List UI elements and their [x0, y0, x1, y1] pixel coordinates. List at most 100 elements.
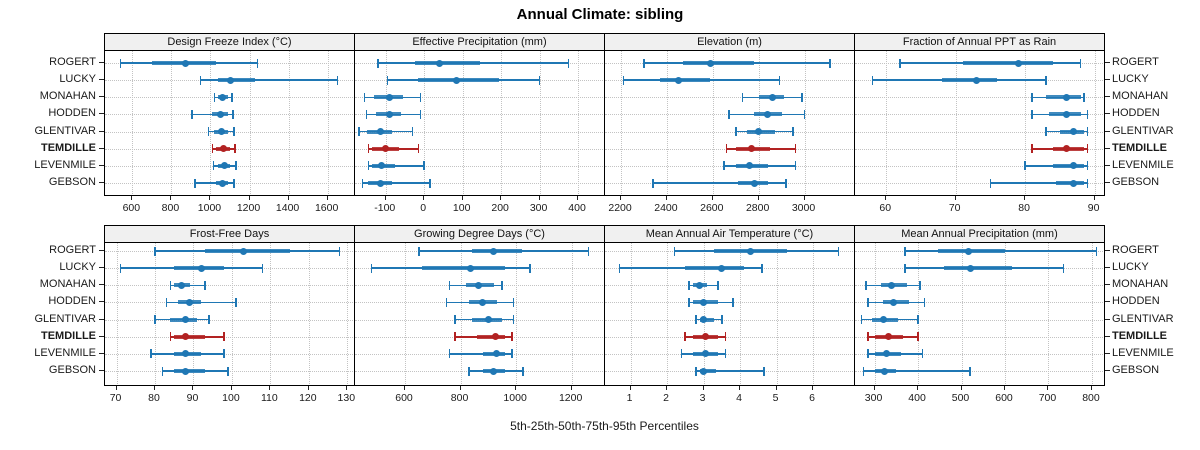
site-label-left: ROGERT — [49, 56, 96, 68]
whisker-cap — [865, 280, 867, 290]
x-tick — [423, 196, 425, 200]
grid-line-v — [460, 243, 462, 385]
whisker-cap — [154, 246, 156, 256]
x-tick — [1047, 386, 1049, 390]
whisker-cap — [587, 246, 590, 256]
whisker-cap — [233, 127, 235, 137]
whisker-cap — [917, 332, 919, 342]
x-tick-label: 400 — [908, 392, 926, 404]
whisker-line — [368, 165, 425, 167]
x-tick-label: 3 — [699, 392, 706, 404]
y-tick — [1105, 164, 1110, 166]
whisker-cap — [695, 315, 698, 325]
grid-line-h — [355, 183, 604, 185]
x-tick-label: 90 — [186, 392, 199, 404]
site-label-left: GEBSON — [48, 364, 96, 377]
whisker-cap — [801, 92, 804, 102]
whisker-line — [449, 353, 512, 355]
grid-line-v — [308, 243, 310, 385]
median-dot — [181, 59, 189, 67]
iqr-band — [477, 334, 505, 339]
median-dot — [748, 145, 756, 153]
grid-line-h — [105, 353, 354, 355]
grid-line-v — [712, 51, 714, 195]
median-dot — [1063, 110, 1071, 118]
iqr-band — [1052, 163, 1085, 168]
x-tick — [1024, 196, 1026, 200]
x-tick — [665, 196, 667, 200]
x-tick-label: 2 — [663, 392, 669, 404]
whisker-cap — [867, 349, 869, 359]
iqr-band — [699, 317, 715, 322]
whisker-cap — [741, 92, 744, 102]
median-dot — [466, 264, 474, 272]
site-label-left: LEVENMILE — [34, 158, 96, 171]
y-tick — [99, 335, 104, 337]
iqr-band — [414, 61, 480, 65]
iqr-band — [174, 369, 205, 374]
whisker-cap — [1045, 75, 1047, 85]
whisker-cap — [867, 297, 869, 307]
panel-plot — [354, 50, 605, 196]
whisker-cap — [468, 366, 470, 376]
x-tick — [346, 386, 348, 390]
x-tick-label: 90 — [1087, 202, 1100, 214]
axis-caption: 5th-25th-50th-75th-95th Percentiles — [510, 419, 699, 433]
median-dot — [966, 264, 974, 272]
x-tick-label: 4 — [736, 392, 742, 404]
x-tick — [917, 386, 919, 390]
x-tick-label: 500 — [951, 392, 970, 404]
whisker-line — [200, 79, 338, 81]
grid-line-v — [740, 243, 742, 385]
site-label-right: GLENTIVAR — [1112, 312, 1174, 325]
site-label-left: LEVENMILE — [34, 346, 96, 359]
x-tick-label: 600 — [995, 392, 1013, 404]
grid-line-h — [855, 285, 1104, 287]
whisker-line — [194, 182, 234, 184]
whisker-cap — [917, 315, 919, 325]
x-tick — [873, 386, 875, 390]
whisker-cap — [724, 332, 727, 342]
grid-line-h — [855, 336, 1104, 338]
x-tick-label: 130 — [337, 392, 356, 404]
x-tick — [461, 196, 463, 200]
whisker-cap — [207, 127, 210, 137]
whisker-cap — [778, 75, 781, 85]
x-tick-label: 80 — [1018, 202, 1030, 214]
whisker-line — [653, 182, 787, 184]
whisker-cap — [208, 315, 210, 325]
x-tick-label: 120 — [299, 392, 317, 404]
site-label-right: LUCKY — [1112, 261, 1149, 274]
site-label-left: TEMDILLE — [41, 329, 96, 342]
x-tick-label: 2400 — [654, 202, 678, 214]
site-label-left: MONAHAN — [39, 90, 96, 103]
median-dot — [700, 367, 708, 375]
whisker-cap — [161, 366, 164, 376]
grid-line-h — [855, 165, 1104, 167]
panel-title: Elevation (m) — [697, 36, 762, 48]
y-tick — [99, 182, 104, 184]
panel-header: Effective Precipitation (mm) — [354, 33, 605, 51]
site-label-left: GEBSON — [48, 176, 96, 189]
whisker-cap — [212, 161, 215, 171]
whisker-cap — [365, 109, 368, 119]
whisker-cap — [418, 246, 420, 256]
x-tick — [702, 386, 704, 390]
median-dot — [220, 162, 228, 170]
x-tick-label: 600 — [122, 202, 141, 214]
whisker-cap — [191, 109, 193, 119]
whisker-cap — [1079, 58, 1082, 68]
median-dot — [178, 281, 186, 289]
grid-line-h — [605, 97, 854, 99]
whisker-cap — [522, 366, 524, 376]
x-tick — [775, 386, 777, 390]
iqr-band — [218, 78, 256, 83]
panel-header: Fraction of Annual PPT as Rain — [854, 33, 1105, 51]
median-dot — [217, 128, 225, 136]
whisker-cap — [837, 246, 840, 256]
whisker-cap — [1045, 127, 1047, 137]
whisker-cap — [923, 297, 926, 307]
whisker-cap — [370, 263, 373, 273]
iqr-band — [660, 78, 711, 83]
whisker-cap — [367, 161, 370, 171]
